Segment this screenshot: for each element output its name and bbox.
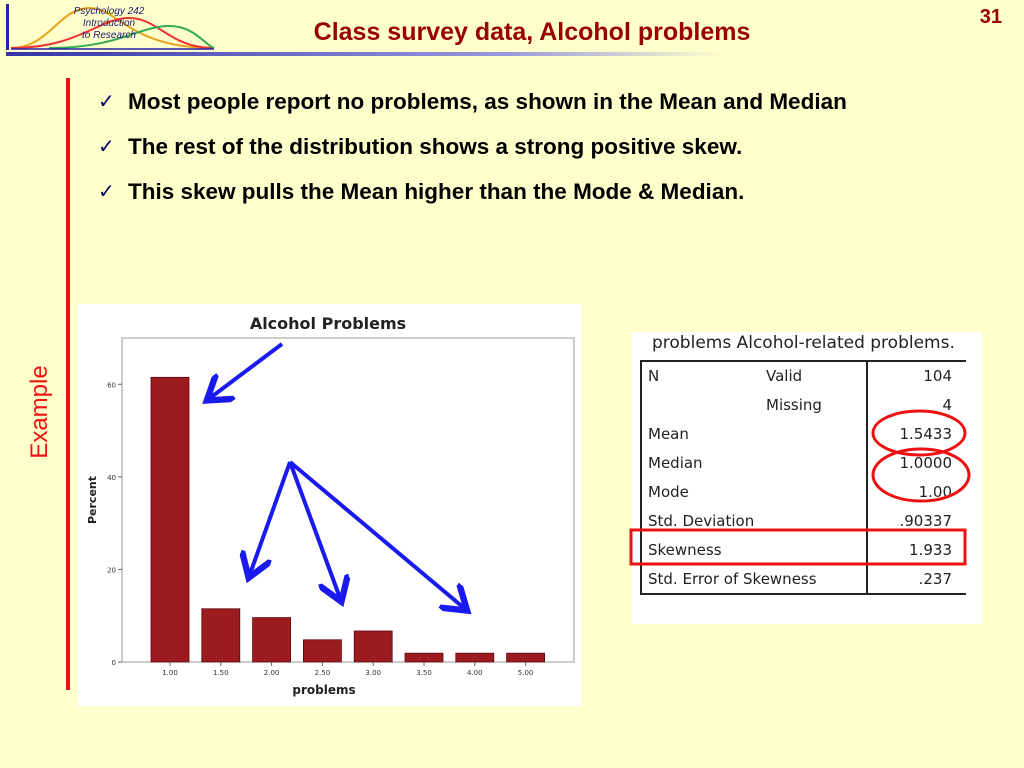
- row-sublabel: Valid: [766, 367, 803, 386]
- row-label: Std. Error of Skewness: [648, 569, 817, 588]
- x-tick-label: 1.50: [213, 669, 229, 677]
- y-tick-label: 40: [107, 474, 116, 482]
- table-row: Std. Error of Skewness .237: [641, 564, 966, 595]
- checkmark-icon: ✓: [98, 91, 115, 113]
- bar-chart: Alcohol Problems 1.00 1.50 2.00 2.50 3.00 3.5…: [86, 314, 575, 697]
- side-divider: [66, 78, 70, 690]
- x-tick-label: 4.00: [467, 669, 483, 677]
- course-logo: Psychology 242 Introduction to Research: [6, 4, 217, 50]
- chart-title: Alcohol Problems: [250, 314, 406, 333]
- row-sublabel: [762, 449, 867, 478]
- bell-curve-logo-icon: [10, 6, 215, 50]
- bar-5.00: [506, 652, 546, 663]
- table-row: N Valid 104: [641, 361, 966, 391]
- slide-number: 31: [979, 6, 1002, 28]
- table-row: Median 1.0000: [641, 448, 966, 478]
- row-value: 4: [866, 390, 966, 420]
- y-axis-label: Percent: [86, 476, 99, 524]
- header-divider: [6, 52, 724, 56]
- row-value: 1.0000: [866, 448, 966, 478]
- x-tick-label: 2.00: [264, 669, 280, 677]
- row-label: Mode: [648, 483, 689, 501]
- bar-3.50: [404, 652, 444, 663]
- x-tick-label: 2.50: [315, 669, 331, 677]
- row-label: Std. Deviation: [648, 511, 755, 530]
- row-sublabel: [762, 420, 867, 449]
- y-tick-label: 0: [112, 659, 116, 667]
- bar-2.00: [252, 617, 292, 663]
- bullet-item: ✓ This skew pulls the Mean higher than th…: [96, 176, 966, 208]
- row-sublabel: Missing: [766, 396, 822, 415]
- logo-line: to Research: [82, 30, 136, 41]
- bullet-text: This skew pulls the Mean higher than the…: [128, 179, 745, 204]
- bullet-text: The rest of the distribution shows a str…: [128, 134, 743, 159]
- row-label: Median: [648, 454, 703, 473]
- x-tick-label: 1.00: [162, 669, 178, 677]
- row-label: Mean: [648, 425, 689, 444]
- statistics-panel: problems Alcohol-related problems. N Vali…: [632, 332, 982, 624]
- table-row: Missing 4: [641, 390, 966, 420]
- row-value: 1.933: [866, 535, 966, 565]
- x-tick-label: 5.00: [518, 669, 534, 677]
- bar-2.50: [302, 639, 342, 663]
- row-value: .90337: [866, 506, 966, 536]
- table-row: Skewness 1.933: [641, 535, 966, 565]
- logo-line: Introduction: [82, 18, 136, 29]
- table-row: Std. Deviation .90337: [641, 506, 966, 536]
- y-tick-label: 20: [107, 566, 116, 574]
- row-value: 1.5433: [866, 419, 966, 449]
- statistics-table: N Valid 104 Missing 4 Mean 1.5433 Median 1.0000 M…: [640, 360, 966, 596]
- x-tick-label: 3.00: [365, 669, 381, 677]
- row-value: .237: [866, 564, 966, 595]
- chart-panel: Alcohol Problems 1.00 1.50 2.00 2.50 3.00 3.5…: [78, 304, 581, 706]
- bullet-text: Most people report no problems, as shown…: [128, 89, 847, 114]
- row-sublabel: [762, 535, 867, 564]
- row-sublabel: [762, 478, 867, 507]
- page-title: Class survey data, Alcohol problems: [313, 18, 751, 46]
- row-value: 1.00: [866, 477, 966, 507]
- row-label: N: [648, 367, 660, 386]
- checkmark-icon: ✓: [98, 136, 115, 158]
- y-tick-label: 60: [107, 381, 116, 389]
- bullet-item: ✓ The rest of the distribution shows a st…: [96, 131, 966, 163]
- table-row: Mean 1.5433: [641, 419, 966, 449]
- plot-area: [121, 337, 575, 663]
- bullet-item: ✓ Most people report no problems, as show…: [96, 86, 966, 118]
- row-value: 104: [866, 361, 966, 391]
- bar-1.50: [201, 608, 241, 663]
- logo-line: Psychology 242: [73, 6, 145, 17]
- bullet-list: ✓ Most people report no problems, as show…: [96, 86, 966, 221]
- bar-4.00: [455, 652, 495, 663]
- bar-3.00: [353, 630, 393, 663]
- bar-1.00: [150, 376, 190, 663]
- row-label: Skewness: [648, 540, 722, 559]
- x-axis-label: problems: [292, 683, 355, 697]
- checkmark-icon: ✓: [98, 181, 115, 203]
- side-label: Example: [26, 365, 53, 459]
- x-tick-label: 3.50: [416, 669, 432, 677]
- row-label: [641, 391, 762, 420]
- statistics-caption: problems Alcohol-related problems.: [652, 333, 955, 353]
- table-row: Mode 1.00: [641, 477, 966, 507]
